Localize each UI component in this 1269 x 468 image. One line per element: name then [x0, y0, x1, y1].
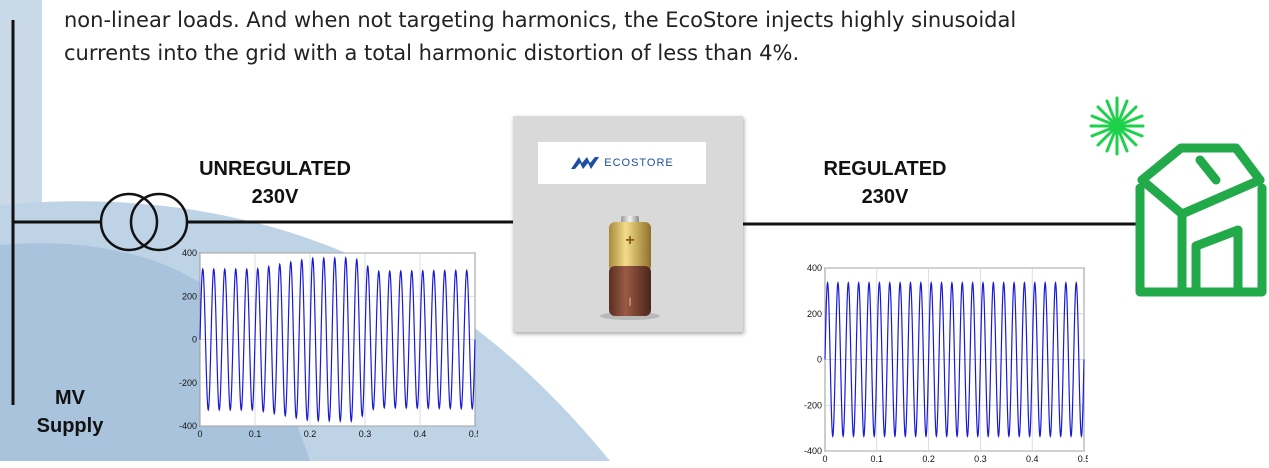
- y-tick-label: 400: [807, 263, 822, 273]
- intro-paragraph: non-linear loads. And when not targeting…: [64, 4, 1234, 70]
- unregulated-label: UNREGULATED 230V: [190, 155, 360, 211]
- y-tick-label: 200: [182, 291, 197, 301]
- regulated-label-line-1: REGULATED: [823, 158, 947, 180]
- ecostore-logo-text: ECOSTORE: [604, 157, 674, 169]
- x-tick-label: 0.4: [1026, 454, 1039, 464]
- unregulated-waveform-chart: 0 0.1 0.2 0.3 0.4 0.5 400 200 0 -200 -400: [179, 248, 478, 439]
- x-tick-label: 0: [822, 454, 827, 464]
- ecostore-device-card: ECOSTORE: [513, 116, 743, 332]
- y-tick-label: 0: [192, 335, 197, 345]
- x-tick-label: 0.2: [922, 454, 935, 464]
- sun-burst-icon: [1089, 96, 1145, 156]
- waveform-series-line: [824, 280, 1085, 439]
- mv-supply-label: MV Supply: [20, 384, 120, 440]
- x-tick-label: 0.1: [249, 429, 262, 439]
- intro-line-2: currents into the grid with a total harm…: [64, 41, 800, 65]
- x-tick-label: 0.3: [359, 429, 372, 439]
- y-tick-label: -400: [804, 446, 822, 456]
- y-tick-label: -200: [804, 400, 822, 410]
- ecostore-logo: ECOSTORE: [538, 142, 706, 184]
- regulated-waveform-chart: 0 0.1 0.2 0.3 0.4 0.5 400 200 0 -200 -400: [804, 263, 1088, 464]
- unregulated-label-line-2: 230V: [251, 186, 299, 208]
- ecostore-logo-mark-icon: [571, 157, 600, 169]
- unregulated-label-line-1: UNREGULATED: [199, 158, 351, 180]
- mv-supply-label-line-1: MV: [55, 387, 85, 409]
- x-tick-label: 0.2: [304, 429, 317, 439]
- x-tick-label: 0.3: [974, 454, 987, 464]
- x-tick-label: 0.5: [1078, 454, 1088, 464]
- y-tick-label: 200: [807, 309, 822, 319]
- battery-icon: + I: [600, 216, 660, 320]
- intro-line-1: non-linear loads. And when not targeting…: [64, 8, 1017, 32]
- x-tick-label: 0: [197, 429, 202, 439]
- house-icon: [1135, 143, 1267, 297]
- x-tick-label: 0.4: [414, 429, 427, 439]
- y-tick-label: -400: [179, 421, 197, 431]
- battery-minus-sign: I: [628, 295, 631, 309]
- battery-plus-sign: +: [625, 232, 634, 249]
- regulated-label: REGULATED 230V: [800, 155, 970, 211]
- x-tick-label: 0.5: [469, 429, 478, 439]
- x-tick-label: 0.1: [871, 454, 884, 464]
- y-tick-label: 400: [182, 248, 197, 258]
- y-tick-label: 0: [817, 355, 822, 365]
- waveform-series-line: [199, 255, 476, 424]
- regulated-label-line-2: 230V: [861, 186, 909, 208]
- mv-supply-label-line-2: Supply: [36, 415, 104, 437]
- y-tick-label: -200: [179, 378, 197, 388]
